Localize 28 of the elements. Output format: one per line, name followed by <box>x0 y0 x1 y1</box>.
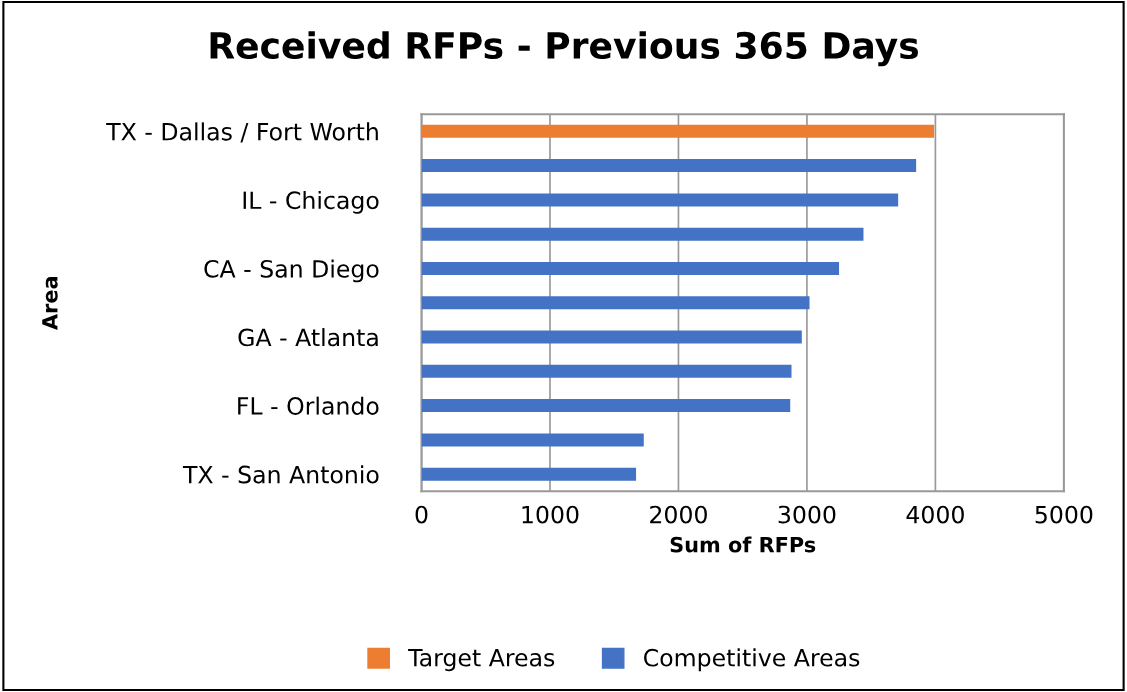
bar <box>421 330 802 344</box>
y-tick-label: CA - San Diego <box>204 259 379 283</box>
bar <box>421 193 899 207</box>
x-tick-label: 5000 <box>1035 505 1093 524</box>
x-tick-label: 1000 <box>522 505 579 524</box>
y-tick-label: TX - San Antonio <box>182 465 379 484</box>
bar <box>421 399 791 413</box>
bar <box>421 296 810 310</box>
legend-label: Target Areas <box>408 649 555 672</box>
chart-title: Received RFPs - Previous 365 Days <box>210 31 918 67</box>
bar <box>421 261 840 275</box>
bar <box>421 364 792 378</box>
legend-label: Competitive Areas <box>644 648 860 672</box>
bar <box>421 159 917 173</box>
x-tick-label: 3000 <box>778 505 836 524</box>
x-tick-label: 0 <box>415 505 428 524</box>
y-tick-label: TX - Dallas / Fort Worth <box>106 122 378 143</box>
x-tick-label: 4000 <box>906 505 964 524</box>
y-tick-label: GA - Atlanta <box>238 328 378 347</box>
bar <box>421 227 864 241</box>
x-axis-title: Sum of RFPs <box>670 536 816 553</box>
y-axis-title: Area <box>42 277 58 330</box>
bar <box>421 124 935 138</box>
y-tick-label: FL - Orlando <box>238 396 379 415</box>
x-tick-label: 2000 <box>650 505 707 524</box>
bar <box>421 433 644 447</box>
bar <box>421 467 637 481</box>
y-tick-label: IL - Chicago <box>243 190 379 214</box>
